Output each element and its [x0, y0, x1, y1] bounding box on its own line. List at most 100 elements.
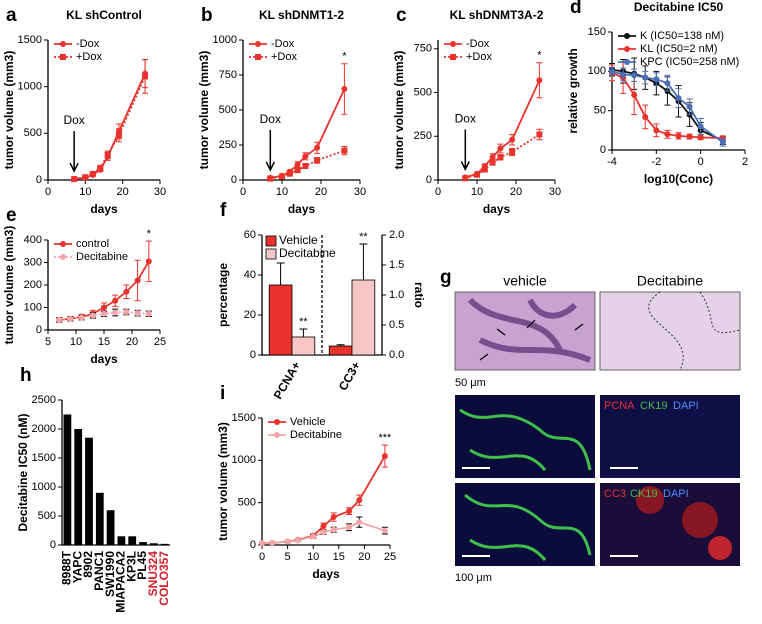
y-tick-label: 500	[414, 86, 432, 98]
y-axis-label: percentage	[216, 263, 230, 327]
point	[609, 68, 615, 75]
scale-bar-label: 50 μm	[455, 377, 486, 389]
y2-tick-label: 1.0	[389, 289, 404, 301]
panel-label: b	[201, 5, 213, 26]
point	[664, 131, 671, 138]
y-tick-label: 500	[219, 104, 237, 116]
x-axis-label: days	[312, 567, 340, 581]
legend-marker	[624, 59, 630, 65]
point	[341, 147, 348, 154]
point	[314, 144, 321, 151]
x-tick-label: 5	[45, 336, 51, 348]
point	[89, 312, 96, 319]
legend-marker	[624, 46, 630, 52]
point	[686, 103, 693, 110]
point	[719, 139, 726, 146]
point	[697, 123, 704, 130]
point	[78, 314, 85, 321]
x-tick-label: 20	[358, 551, 370, 563]
x-axis-label: days	[483, 202, 511, 216]
micrograph	[600, 395, 740, 478]
x-tick-label: MIAPACA2	[114, 551, 128, 613]
legend-marker	[274, 419, 280, 425]
annotation-arrow	[265, 129, 275, 172]
point	[123, 309, 130, 315]
point	[356, 519, 363, 526]
point	[71, 176, 78, 183]
x-tick-label: -4	[607, 156, 617, 168]
x-tick-label: 20	[117, 186, 129, 198]
legend-label: Decitabine	[290, 429, 342, 441]
y-tick-label: 500	[38, 510, 56, 522]
x-tick-label: YAPC	[70, 551, 84, 584]
series-line	[611, 68, 724, 142]
point	[267, 175, 274, 182]
legend-label: Vehicle	[279, 233, 318, 247]
bar	[328, 345, 353, 356]
series-line	[611, 72, 723, 140]
annotation: Dox	[260, 112, 281, 126]
tissue	[467, 297, 592, 363]
y-axis-label: Decitabine IC50 (nM)	[16, 413, 30, 531]
point	[123, 288, 130, 295]
significance: *	[147, 228, 152, 240]
point	[330, 526, 337, 533]
significance: *	[342, 51, 347, 63]
legend-marker	[274, 432, 280, 438]
point	[320, 529, 327, 536]
x-tick-label: KP3L	[124, 551, 138, 582]
point	[664, 80, 671, 87]
y-tick-label: 0	[600, 144, 606, 156]
x-tick-label: 0	[698, 156, 704, 168]
point	[536, 131, 543, 138]
y-tick-label: 100	[588, 65, 606, 77]
series-line	[73, 76, 146, 180]
bar	[85, 437, 93, 545]
y-tick-label: 250	[219, 139, 237, 151]
chart-title: KL shControl	[66, 8, 142, 22]
error-bar	[359, 243, 368, 280]
bar	[139, 542, 147, 545]
stain-label: CK19	[640, 400, 668, 412]
x-tick-label: 10	[471, 186, 483, 198]
y-axis-label: tumor volume (mm3)	[2, 226, 16, 345]
point	[101, 310, 107, 317]
column-label: Decitabine	[637, 273, 703, 289]
point	[462, 175, 469, 182]
point	[489, 159, 496, 166]
micrograph	[599, 291, 741, 371]
series-line	[465, 79, 541, 179]
error-bar	[299, 328, 308, 337]
y-tick-label: 1000	[32, 481, 56, 493]
signal	[708, 536, 732, 560]
axis-line	[47, 40, 160, 181]
panel-label: i	[220, 383, 225, 404]
x-tick-label: 8988T	[60, 550, 74, 585]
point	[134, 310, 141, 317]
error-bar	[336, 344, 345, 346]
legend-label: K (IC50=138 nM)	[640, 30, 724, 42]
x-tick-label: SW1990	[103, 551, 117, 597]
y2-tick-label: 0.5	[389, 319, 404, 331]
annotation: Dox	[63, 113, 84, 127]
x-axis-label: days	[90, 352, 118, 366]
legend-marker	[450, 41, 456, 47]
bar	[149, 543, 158, 545]
legend-label: +Dox	[466, 51, 492, 63]
y-tick-label: 20	[244, 309, 256, 321]
y-tick-label: 2000	[32, 423, 56, 435]
x-tick-label: PANC1	[92, 551, 106, 591]
y-tick-label: 2500	[32, 394, 56, 406]
significance: **	[359, 231, 368, 243]
x-tick-label: 10	[79, 186, 91, 198]
y-tick-label: 400	[24, 234, 42, 246]
point	[82, 174, 89, 181]
y-tick-label: 750	[219, 69, 237, 81]
panel-label: e	[6, 205, 17, 226]
point	[294, 161, 301, 168]
point	[631, 72, 638, 79]
point	[112, 297, 119, 304]
x-tick-label: 15	[98, 336, 110, 348]
x-tick-label: 20	[510, 186, 522, 198]
y2-tick-label: 2.0	[389, 229, 404, 241]
